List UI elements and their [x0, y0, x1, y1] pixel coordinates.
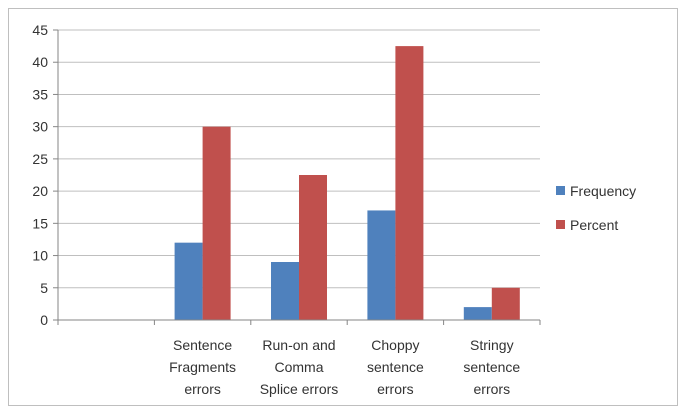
y-tick-label: 0 [40, 312, 48, 328]
x-tick-label: Splice errors [260, 381, 339, 397]
bar-percent-1 [202, 126, 231, 321]
y-tick-label: 30 [32, 119, 48, 135]
y-tick-label: 25 [32, 151, 48, 167]
x-tick-label: Choppy [371, 337, 419, 353]
bars [174, 46, 520, 321]
bar-percent-3 [395, 46, 424, 320]
legend-swatch-percent [556, 220, 565, 229]
x-tick-label: Fragments [169, 359, 236, 375]
gridlines [58, 29, 540, 289]
y-tick-label: 10 [32, 248, 48, 264]
x-tick-label: Stringy [470, 337, 514, 353]
x-tick-label: Comma [274, 359, 323, 375]
y-tick-label: 5 [40, 280, 48, 296]
bar-percent-2 [299, 175, 327, 320]
legend-label-percent: Percent [570, 217, 618, 233]
x-tick-label: errors [474, 381, 511, 397]
x-tick-label: Run-on and [262, 337, 335, 353]
bar-frequency-1 [174, 242, 203, 320]
bar-frequency-2 [271, 262, 299, 320]
x-axis: Sentence Fragments errors Run-on and Comma Sp… [57, 319, 541, 397]
y-tick-label: 45 [32, 22, 48, 38]
x-tick-label: Sentence [173, 337, 232, 353]
x-tick-label: errors [184, 381, 221, 397]
bar-frequency-3 [367, 210, 396, 320]
bar-percent-4 [491, 287, 520, 320]
legend: Frequency Percent [556, 183, 636, 233]
y-tick-label: 35 [32, 86, 48, 102]
legend-label-frequency: Frequency [570, 183, 636, 199]
x-tick-label: sentence [367, 359, 424, 375]
x-tick-label: sentence [463, 359, 520, 375]
legend-swatch-frequency [556, 186, 565, 195]
chart-frame [8, 8, 678, 406]
bar-frequency-4 [463, 307, 492, 320]
y-tick-label: 40 [32, 54, 48, 70]
y-tick-label: 20 [32, 183, 48, 199]
y-axis: 0 5 10 15 20 25 30 35 40 45 [32, 22, 59, 328]
y-tick-label: 15 [32, 215, 48, 231]
x-tick-label: errors [377, 381, 414, 397]
